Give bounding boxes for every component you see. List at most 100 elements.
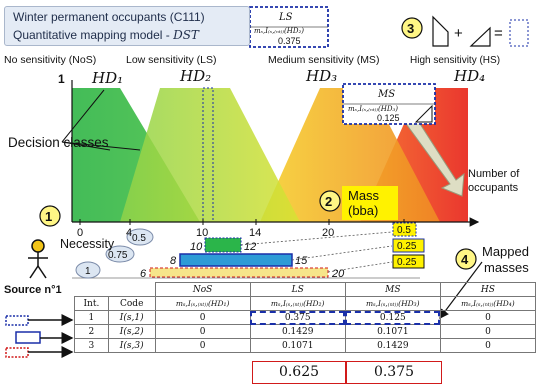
callout-ls-mass: mₛ,I₍ₛ,₍ₙₜ₎₎(HD₂) bbox=[254, 27, 304, 35]
row-code: I(s,2) bbox=[107, 324, 156, 339]
total-ls: 0.625 bbox=[252, 361, 346, 384]
table-head-ls: LS bbox=[249, 282, 346, 297]
x-tick-label-2: 10 bbox=[196, 227, 208, 239]
table-row: 3 I(s,3) 0 0.1071 0.1429 0 bbox=[74, 338, 537, 353]
title-box: Winter permanent occupants (C111) Quanti… bbox=[4, 6, 250, 46]
table-head-ms: MS bbox=[344, 282, 441, 297]
focal-yellow-from: 6 bbox=[140, 268, 147, 280]
row-value-ls: 0.1429 bbox=[249, 324, 346, 339]
mass-value-1: 0.5 bbox=[397, 225, 411, 236]
x-ticks bbox=[79, 219, 405, 225]
hd4-label: HD₄ bbox=[453, 67, 485, 85]
row-index: 2 bbox=[74, 324, 109, 339]
necessity-ellipse-2 bbox=[105, 245, 135, 263]
row-value-ms: 0.1071 bbox=[344, 324, 441, 339]
row-value-hs: 0 bbox=[439, 310, 537, 325]
table-head-mass-3: mₛ,I₍ₛ,₍ₙₜ₎₎(HD₃) bbox=[344, 296, 441, 311]
row-value-hs: 0 bbox=[439, 324, 537, 339]
mass-badge-2 bbox=[392, 238, 425, 253]
table-head-mass-1: mₛ,I₍ₛ,₍ₙₜ₎₎(HD₁) bbox=[154, 296, 251, 311]
necessity-value-3: 1 bbox=[85, 266, 91, 277]
decision-leaders bbox=[61, 89, 141, 151]
table-row: 2 I(s,2) 0 0.1429 0.1071 0 bbox=[74, 324, 537, 339]
title-line-1: Winter permanent occupants (C111) bbox=[13, 10, 205, 24]
focal-set-green bbox=[204, 237, 242, 253]
masses-label: masses bbox=[484, 260, 529, 275]
ls-label: Low sensitivity (LS) bbox=[126, 54, 216, 66]
callout-ms-shape bbox=[414, 104, 433, 123]
ms-label: Medium sensitivity (MS) bbox=[268, 54, 379, 66]
total-ms: 0.375 bbox=[346, 361, 442, 384]
row-index: 3 bbox=[74, 338, 109, 353]
row-value-nos: 0 bbox=[154, 324, 251, 339]
title-method: DST bbox=[173, 28, 199, 42]
hs-label: High sensitivity (HS) bbox=[410, 55, 500, 66]
necessity-label: Necessity bbox=[60, 237, 115, 251]
plus-sign: + bbox=[454, 25, 463, 42]
focal-green-to: 12 bbox=[244, 241, 256, 253]
row-symbols bbox=[5, 314, 74, 358]
callout-ls-name: LS bbox=[278, 12, 293, 23]
source-person-icon bbox=[28, 239, 48, 279]
row-index: 1 bbox=[74, 310, 109, 325]
row-value-ls: 0.1071 bbox=[249, 338, 346, 353]
mass-value-3: 0.25 bbox=[397, 257, 417, 268]
table-head-code: Code bbox=[107, 296, 156, 311]
step3-shape-rect-tri bbox=[432, 15, 449, 47]
table-head-nos: NoS bbox=[154, 282, 251, 297]
hd1-label: HD₁ bbox=[91, 69, 123, 87]
step-1-number: 1 bbox=[45, 209, 52, 224]
mapped-label: Mapped bbox=[482, 244, 529, 259]
table-head-mass-2: mₛ,I₍ₛ,₍ₙₜ₎₎(HD₂) bbox=[249, 296, 346, 311]
table-class-header: NoS LS MS HS bbox=[75, 282, 537, 297]
necessity-ellipse-3 bbox=[75, 261, 101, 279]
row-value-hs: 0 bbox=[439, 338, 537, 353]
callout-ms-name: MS bbox=[377, 89, 395, 100]
step3-shape-triangle bbox=[469, 26, 491, 47]
y-tick-one: 1 bbox=[58, 72, 65, 86]
callout-ms-mass: mₛ,I₍ₛ,₍ₙₜ₎₎(HD₃) bbox=[348, 105, 398, 113]
callout-ms-value: 0.125 bbox=[377, 113, 400, 123]
mass-badge-3 bbox=[392, 254, 425, 269]
table-corner-2 bbox=[108, 283, 155, 297]
focal-yellow-to: 20 bbox=[331, 268, 345, 280]
x-tick-label-0: 0 bbox=[77, 227, 83, 239]
step-3-badge bbox=[401, 17, 423, 39]
mass-value-2: 0.25 bbox=[397, 241, 417, 252]
focal-blue-to: 15 bbox=[295, 255, 308, 267]
mass-label: Mass bbox=[348, 188, 380, 203]
focal-set-blue bbox=[179, 253, 293, 267]
focal-set-yellow bbox=[149, 267, 329, 278]
bba-label: (bba) bbox=[348, 203, 378, 218]
table-mass-header: Int. Code mₛ,I₍ₛ,₍ₙₜ₎₎(HD₁) mₛ,I₍ₛ,₍ₙₜ₎₎… bbox=[74, 296, 537, 311]
step-4-number: 4 bbox=[461, 252, 469, 267]
row-value-ms: 0.125 bbox=[344, 310, 441, 325]
membership-ls bbox=[120, 88, 300, 222]
table-head-hs: HS bbox=[439, 282, 537, 297]
row-value-ms: 0.1429 bbox=[344, 338, 441, 353]
necessity-ellipse-1 bbox=[126, 228, 154, 246]
x-axis-title-line2: occupants bbox=[468, 182, 519, 194]
row-value-ls: 0.375 bbox=[249, 310, 346, 325]
necessity-value-1: 0.5 bbox=[132, 233, 146, 244]
step-4-badge bbox=[455, 248, 477, 270]
title-method-prefix: Quantitative mapping model - bbox=[13, 28, 174, 42]
x-axis-title-line1: Number of bbox=[468, 168, 520, 180]
source-label: Source n°1 bbox=[4, 284, 62, 296]
table-row: 1 I(s,1) 0 0.375 0.125 0 bbox=[74, 310, 537, 325]
step-3-number: 3 bbox=[407, 21, 414, 36]
step3-result-box bbox=[509, 19, 529, 47]
row-value-nos: 0 bbox=[154, 338, 251, 353]
hd3-label: HD₃ bbox=[305, 67, 337, 85]
focal-green-from: 10 bbox=[190, 241, 203, 253]
nos-label: No sensitivity (NoS) bbox=[4, 54, 96, 66]
step-2-badge bbox=[319, 190, 341, 212]
step-2-number: 2 bbox=[325, 194, 332, 209]
row-code: I(s,3) bbox=[107, 338, 156, 353]
table-head-mass-4: mₛ,I₍ₛ,₍ₙₜ₎₎(HD₄) bbox=[439, 296, 537, 311]
necessity-value-2: 0.75 bbox=[108, 250, 128, 261]
mass-leaders bbox=[240, 231, 393, 273]
decision-classes-label: Decision classes bbox=[8, 135, 109, 150]
